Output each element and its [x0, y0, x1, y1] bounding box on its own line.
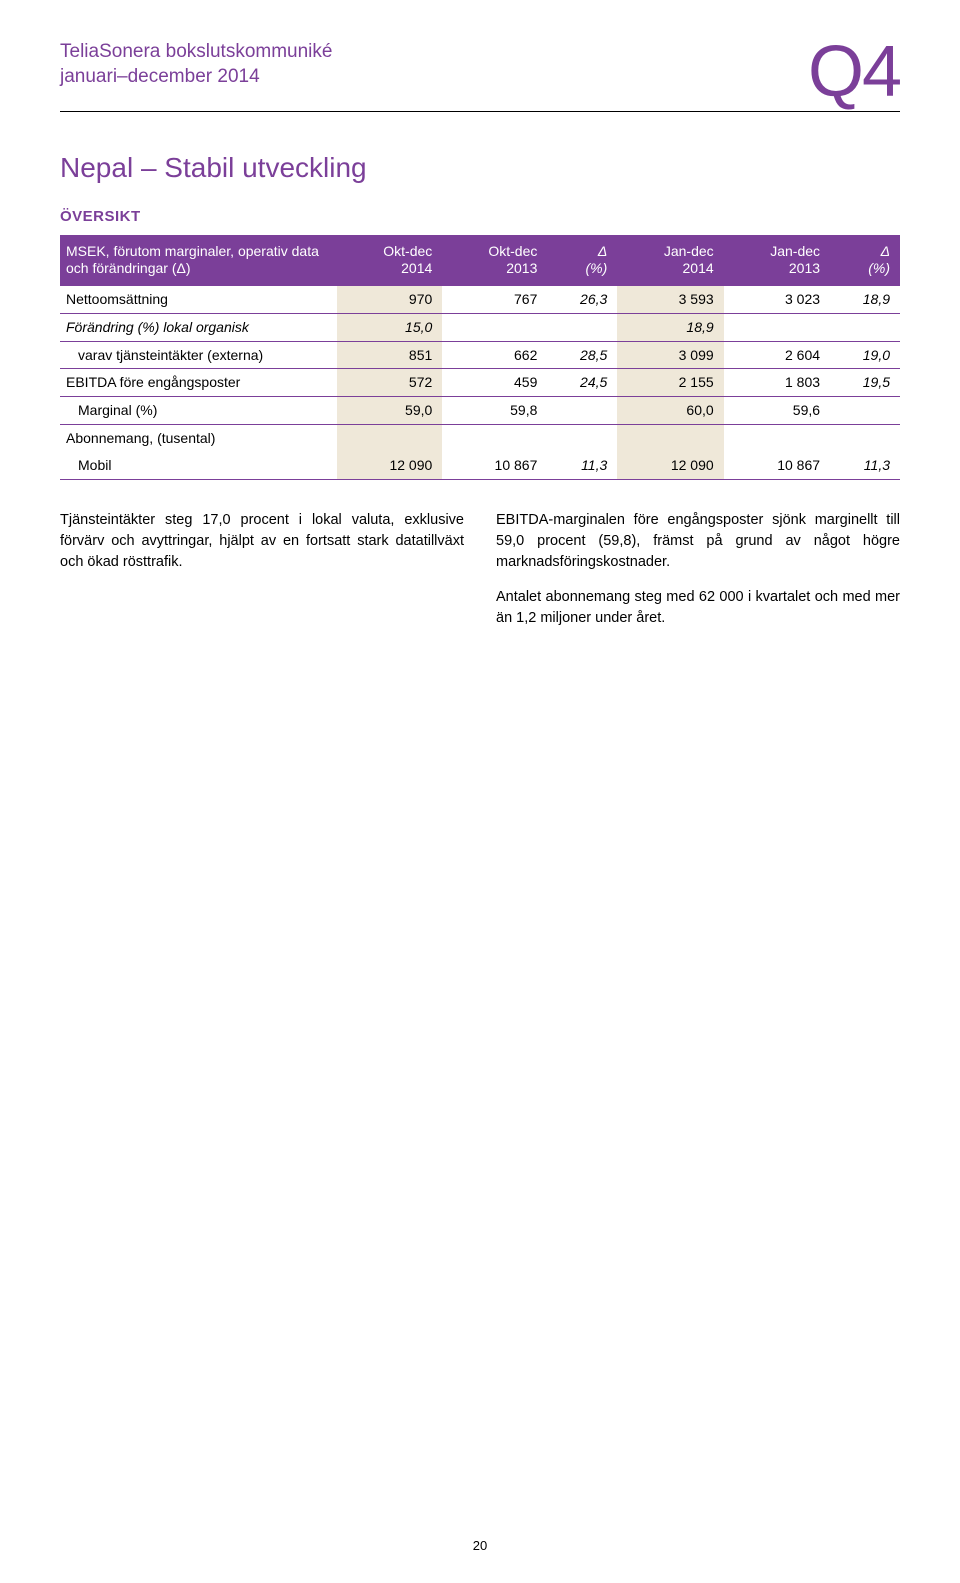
table-cell: 10 867: [724, 452, 830, 479]
table-cell: [547, 397, 617, 425]
table-row: Nettoomsättning97076726,33 5933 02318,9: [60, 286, 900, 313]
table-cell: 60,0: [617, 397, 723, 425]
table-header-col: Jan-dec2014: [617, 235, 723, 286]
row-label: Abonnemang, (tusental): [60, 425, 337, 452]
table-cell: [830, 397, 900, 425]
table-cell: [442, 313, 547, 341]
table-row: varav tjänsteintäkter (externa)85166228,…: [60, 341, 900, 369]
row-label: Förändring (%) lokal organisk: [60, 313, 337, 341]
body-col-right: EBITDA-marginalen före engångsposter sjö…: [496, 510, 900, 643]
table-row: Abonnemang, (tusental): [60, 425, 900, 452]
header-left: TeliaSonera bokslutskommuniké januari–de…: [60, 40, 332, 89]
table-cell: 767: [442, 286, 547, 313]
table-body: Nettoomsättning97076726,33 5933 02318,9F…: [60, 286, 900, 480]
body-paragraph: EBITDA-marginalen före engångsposter sjö…: [496, 510, 900, 573]
table-cell: 572: [337, 369, 442, 397]
body-paragraph: Tjänsteintäkter steg 17,0 procent i loka…: [60, 510, 464, 573]
section-title: Nepal – Stabil utveckling: [60, 152, 900, 184]
table-cell: [617, 425, 723, 452]
table-cell: 3 023: [724, 286, 830, 313]
body-paragraph: Antalet abonnemang steg med 62 000 i kva…: [496, 587, 900, 629]
quarter-indicator: Q4: [808, 40, 900, 105]
table-cell: 3 099: [617, 341, 723, 369]
table-cell: 11,3: [830, 452, 900, 479]
table-cell: 2 155: [617, 369, 723, 397]
table-cell: 19,0: [830, 341, 900, 369]
table-cell: 15,0: [337, 313, 442, 341]
table-cell: [830, 313, 900, 341]
table-cell: 26,3: [547, 286, 617, 313]
table-cell: 459: [442, 369, 547, 397]
table-cell: [337, 425, 442, 452]
table-cell: 19,5: [830, 369, 900, 397]
table-cell: 851: [337, 341, 442, 369]
table-cell: 59,0: [337, 397, 442, 425]
body-columns: Tjänsteintäkter steg 17,0 procent i loka…: [60, 510, 900, 643]
table-header-row: MSEK, förutom marginaler, operativ data …: [60, 235, 900, 286]
table-header-label: MSEK, förutom marginaler, operativ data …: [60, 235, 337, 286]
table-cell: 24,5: [547, 369, 617, 397]
header-line2: januari–december 2014: [60, 65, 332, 90]
table-cell: [547, 425, 617, 452]
table-header-col: Δ(%): [830, 235, 900, 286]
table-cell: [724, 425, 830, 452]
row-label: Marginal (%): [60, 397, 337, 425]
row-label: EBITDA före engångsposter: [60, 369, 337, 397]
table-cell: 2 604: [724, 341, 830, 369]
table-row: EBITDA före engångsposter57245924,52 155…: [60, 369, 900, 397]
table-header-col: Okt-dec2014: [337, 235, 442, 286]
table-cell: [724, 313, 830, 341]
table-cell: 662: [442, 341, 547, 369]
table-cell: 10 867: [442, 452, 547, 479]
table-cell: 1 803: [724, 369, 830, 397]
table-cell: [442, 425, 547, 452]
table-cell: [547, 313, 617, 341]
table-cell: 18,9: [830, 286, 900, 313]
table-row: Mobil12 09010 86711,312 09010 86711,3: [60, 452, 900, 479]
table-cell: 3 593: [617, 286, 723, 313]
table-cell: 18,9: [617, 313, 723, 341]
overview-label: ÖVERSIKT: [60, 208, 900, 225]
table-cell: 28,5: [547, 341, 617, 369]
table-header-col: Δ(%): [547, 235, 617, 286]
row-label: varav tjänsteintäkter (externa): [60, 341, 337, 369]
table-row: Förändring (%) lokal organisk15,0 18,9: [60, 313, 900, 341]
table-cell: 59,8: [442, 397, 547, 425]
table-row: Marginal (%)59,059,8 60,059,6: [60, 397, 900, 425]
table-header-col: Jan-dec2013: [724, 235, 830, 286]
body-col-left: Tjänsteintäkter steg 17,0 procent i loka…: [60, 510, 464, 643]
table-cell: 11,3: [547, 452, 617, 479]
table-cell: 970: [337, 286, 442, 313]
table-header-col: Okt-dec2013: [442, 235, 547, 286]
row-label: Nettoomsättning: [60, 286, 337, 313]
page-number: 20: [0, 1538, 960, 1553]
table-cell: 59,6: [724, 397, 830, 425]
table-cell: 12 090: [617, 452, 723, 479]
table-cell: [830, 425, 900, 452]
financial-table: MSEK, förutom marginaler, operativ data …: [60, 235, 900, 480]
header-line1: TeliaSonera bokslutskommuniké: [60, 40, 332, 65]
page-header: TeliaSonera bokslutskommuniké januari–de…: [60, 40, 900, 112]
table-cell: 12 090: [337, 452, 442, 479]
row-label: Mobil: [60, 452, 337, 479]
